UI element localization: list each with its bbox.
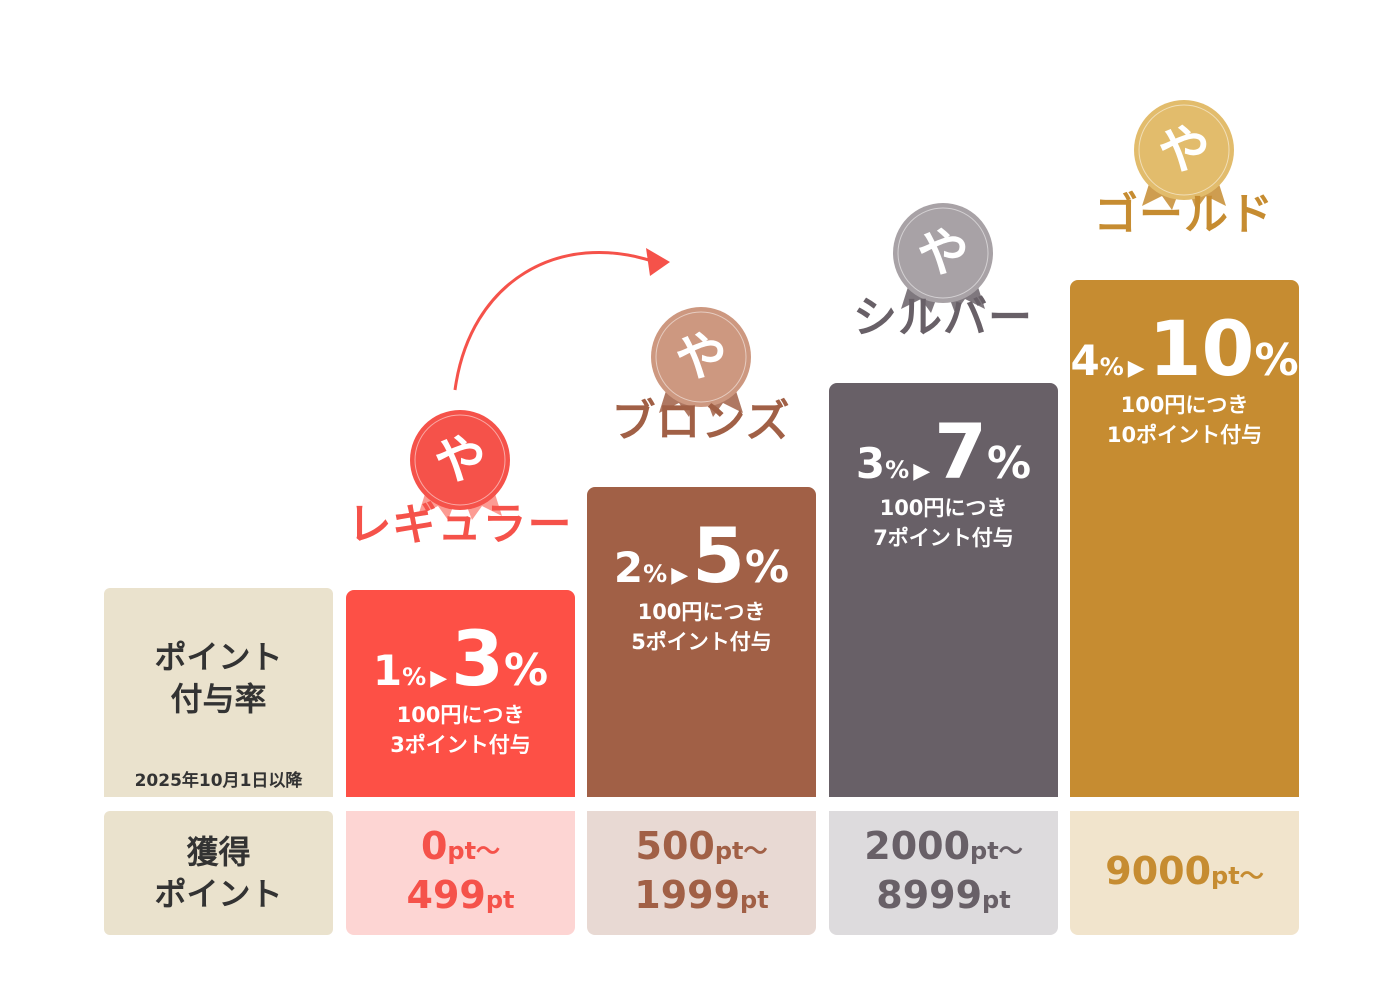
regular-range-min: 0 xyxy=(420,824,448,868)
points-label-line1: 獲得 xyxy=(186,833,251,871)
silver-desc-line2: 7ポイント付与 xyxy=(873,526,1014,550)
points-label-line2: ポイント xyxy=(154,875,283,913)
bronze-range-max: 1999 xyxy=(634,873,741,917)
bronze-range-min: 500 xyxy=(635,824,715,868)
silver-medal-glyph: や xyxy=(917,224,969,284)
regular-rate-from-unit: % xyxy=(402,663,427,691)
upgrade-arrow-head xyxy=(646,248,670,276)
bronze-medal-glyph: や xyxy=(675,328,727,388)
bronze-rate-bar: 2% ▶ 5% 100円につき 5ポイント付与 xyxy=(587,487,816,797)
bronze-triangle-arrow-icon: ▶ xyxy=(671,563,689,588)
silver-points-range: 2000pt〜 8999pt xyxy=(829,811,1058,935)
bronze-rate-to: 5 xyxy=(692,511,745,600)
silver-tier-name: シルバー xyxy=(853,292,1033,343)
regular-points-range: 0pt〜 499pt xyxy=(346,811,575,935)
silver-rate-from: 3 xyxy=(855,439,886,488)
silver-rate-to-unit: % xyxy=(987,438,1032,489)
regular-medal-glyph: や xyxy=(434,431,486,491)
regular-desc-line1: 100円につき xyxy=(396,703,525,727)
gold-range-min: 9000 xyxy=(1105,848,1212,893)
silver-desc-line1: 100円につき xyxy=(879,496,1008,520)
gold-rate-to: 10 xyxy=(1148,304,1255,393)
regular-range-max: 499 xyxy=(406,873,486,917)
bronze-rate-to-unit: % xyxy=(745,542,790,593)
rate-label-cell: ポイント 付与率 2025年10月1日以降 xyxy=(104,588,333,797)
regular-rate-from: 1 xyxy=(372,646,403,695)
silver-range-min-unit: pt〜 xyxy=(970,837,1023,865)
upgrade-arrow-curve xyxy=(453,251,656,391)
regular-desc-line2: 3ポイント付与 xyxy=(390,733,531,757)
gold-points-range: 9000pt〜 xyxy=(1070,811,1299,935)
regular-rate-to: 3 xyxy=(451,614,504,703)
bronze-tier-name: ブロンズ xyxy=(611,396,791,447)
silver-range-min: 2000 xyxy=(864,824,971,868)
regular-rate-bar: 1% ▶ 3% 100円につき 3ポイント付与 xyxy=(346,590,575,797)
regular-range-min-unit: pt〜 xyxy=(447,837,501,865)
regular-medal-icon: や xyxy=(408,408,512,528)
gold-rate-from: 4 xyxy=(1070,336,1100,385)
gold-desc-line2: 10ポイント付与 xyxy=(1106,423,1263,447)
rate-label-line1: ポイント xyxy=(154,637,283,676)
silver-range-max: 8999 xyxy=(876,873,983,917)
regular-triangle-arrow-icon: ▶ xyxy=(430,666,448,691)
bronze-rate-from: 2 xyxy=(613,543,644,592)
rate-label-line2: 付与率 xyxy=(170,679,267,718)
bronze-desc-line2: 5ポイント付与 xyxy=(631,630,772,654)
bronze-points-range: 500pt〜 1999pt xyxy=(587,811,816,935)
gold-tier-name: ゴールド xyxy=(1094,189,1274,240)
regular-rate-to-unit: % xyxy=(504,645,549,696)
points-label-cell: 獲得 ポイント xyxy=(104,811,333,935)
gold-rate-bar: 4% ▶ 10% 100円につき 10ポイント付与 xyxy=(1070,280,1299,797)
gold-triangle-arrow-icon: ▶ xyxy=(1127,356,1145,381)
silver-rate: 3% ▶ 7% xyxy=(829,407,1058,496)
gold-range-min-unit: pt〜 xyxy=(1211,861,1264,890)
gold-rate: 4% ▶ 10% xyxy=(1070,304,1299,393)
bronze-rate: 2% ▶ 5% xyxy=(587,511,816,600)
silver-rate-bar: 3% ▶ 7% 100円につき 7ポイント付与 xyxy=(829,383,1058,797)
bronze-range-min-unit: pt〜 xyxy=(714,837,768,865)
bronze-rate-from-unit: % xyxy=(643,560,668,588)
silver-rate-to: 7 xyxy=(934,407,987,496)
regular-tier-name: レギュラー xyxy=(347,499,573,550)
regular-rate: 1% ▶ 3% xyxy=(346,614,575,703)
gold-medal-icon: や xyxy=(1132,98,1236,218)
gold-rate-from-unit: % xyxy=(1099,353,1124,381)
silver-range-max-unit: pt xyxy=(982,886,1011,914)
silver-triangle-arrow-icon: ▶ xyxy=(913,459,931,484)
gold-desc-line1: 100円につき xyxy=(1120,393,1249,417)
bronze-desc-line1: 100円につき xyxy=(637,600,766,624)
regular-range-max-unit: pt xyxy=(485,886,515,914)
bronze-range-max-unit: pt xyxy=(740,886,769,914)
silver-medal-icon: や xyxy=(891,201,995,321)
bronze-medal-icon: や xyxy=(649,305,753,425)
gold-medal-glyph: や xyxy=(1158,121,1210,181)
silver-rate-from-unit: % xyxy=(885,456,910,484)
gold-rate-to-unit: % xyxy=(1254,335,1299,386)
effective-date: 2025年10月1日以降 xyxy=(134,771,303,791)
